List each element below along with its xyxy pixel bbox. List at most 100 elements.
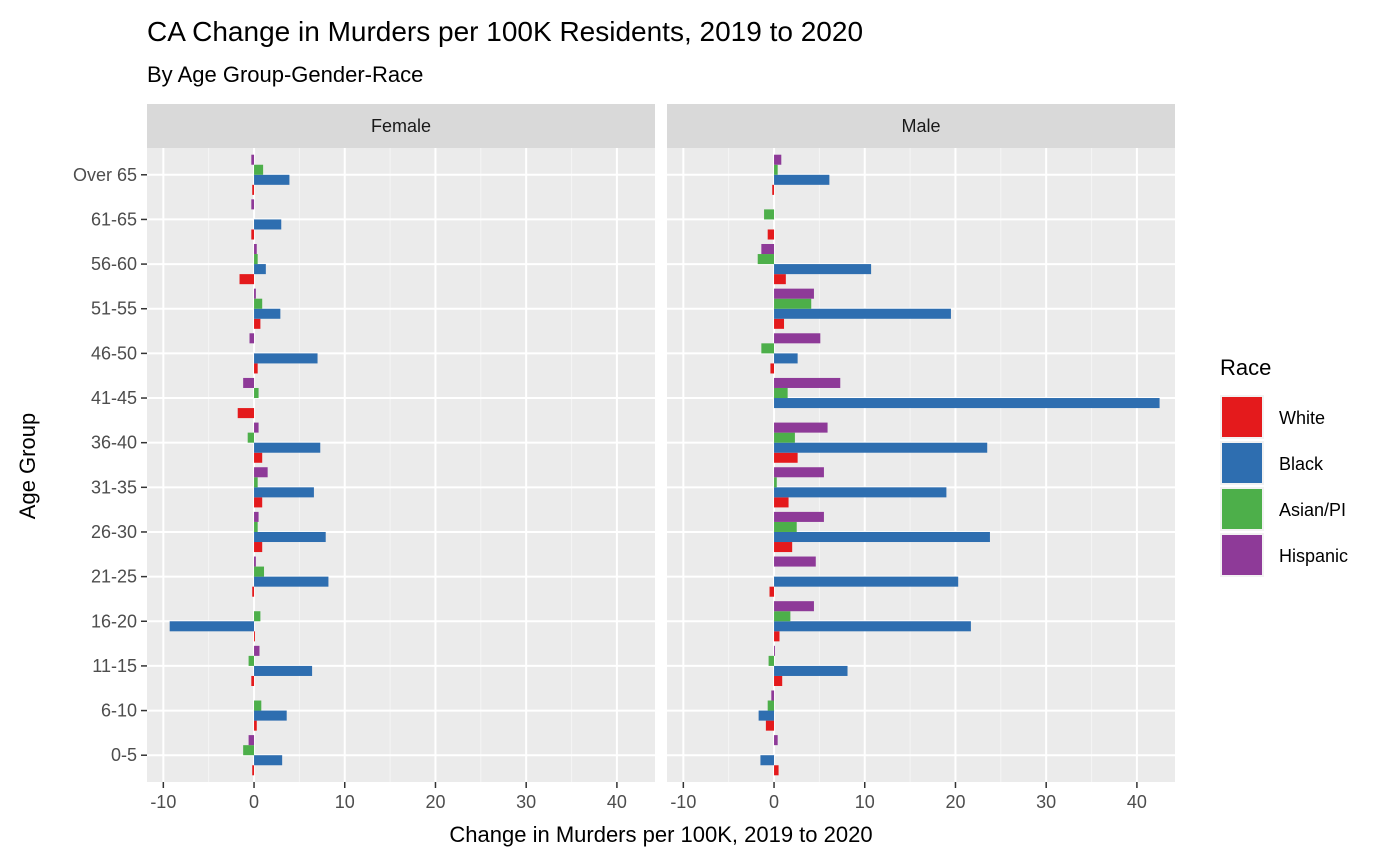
- y-tick-label: 46-50: [91, 343, 137, 363]
- bar-white: [774, 274, 786, 285]
- x-tick-label: -10: [670, 792, 696, 812]
- bar-white: [239, 274, 255, 285]
- bar-asian-pi: [254, 700, 262, 711]
- bar-white: [774, 675, 783, 687]
- bar-black: [774, 264, 872, 275]
- bar-black: [774, 621, 971, 632]
- bar-hispanic: [774, 735, 778, 746]
- y-tick-label: 36-40: [91, 433, 137, 453]
- bar-white: [251, 675, 255, 687]
- chart-title: CA Change in Murders per 100K Residents,…: [147, 16, 863, 47]
- legend-label-asian-pi: Asian/PI: [1279, 500, 1346, 520]
- bar-asian-pi: [774, 521, 797, 532]
- panel-male: Male -10 0 10 20 30 40: [667, 104, 1175, 812]
- bar-hispanic: [771, 690, 775, 701]
- bar-asian-pi: [774, 298, 812, 309]
- bar-white: [774, 542, 793, 553]
- bar-black: [774, 174, 830, 185]
- bar-asian-pi: [768, 655, 775, 666]
- bar-white: [254, 631, 255, 642]
- x-tick-label: 10: [335, 792, 355, 812]
- x-tick-label: 20: [425, 792, 445, 812]
- bar-black: [774, 576, 959, 587]
- legend-label-black: Black: [1279, 454, 1324, 474]
- bar-black: [774, 442, 988, 453]
- bar-hispanic: [774, 645, 775, 656]
- bar-black: [254, 710, 287, 721]
- bar-black: [254, 353, 318, 364]
- bar-black: [254, 576, 329, 587]
- y-tick-label: 11-15: [92, 656, 137, 676]
- legend-swatch-black: [1222, 443, 1262, 483]
- bar-black: [254, 665, 313, 676]
- bar-asian-pi: [774, 611, 791, 622]
- legend-swatch-asian-pi: [1222, 489, 1262, 529]
- y-tick-label: 6-10: [101, 701, 137, 721]
- bar-white: [254, 720, 257, 731]
- bar-hispanic: [248, 735, 255, 746]
- y-tick-label: 56-60: [91, 254, 137, 274]
- bar-black: [774, 487, 947, 498]
- bar-asian-pi: [761, 343, 775, 354]
- bar-hispanic: [254, 288, 256, 299]
- bar-hispanic: [774, 511, 824, 522]
- y-tick-label: 21-25: [91, 567, 137, 587]
- chart-subtitle: By Age Group-Gender-Race: [147, 62, 423, 87]
- bar-asian-pi: [247, 432, 255, 443]
- bar-black: [774, 398, 1160, 409]
- bar-white: [254, 542, 263, 553]
- legend-swatch-white: [1222, 397, 1262, 437]
- bar-asian-pi: [248, 655, 255, 666]
- bar-asian-pi: [254, 611, 261, 622]
- bar-hispanic: [774, 422, 828, 433]
- panel-female: Female -10 0 10 20 30 40 0-5 6-10 11-15 16-20 21-25…: [73, 104, 655, 812]
- bar-hispanic: [774, 467, 824, 478]
- bar-black: [774, 531, 990, 543]
- bar-white: [772, 184, 775, 195]
- bar-asian-pi: [254, 566, 265, 577]
- y-tick-label: 16-20: [91, 611, 137, 631]
- bar-white: [774, 497, 789, 508]
- bar-hispanic: [774, 154, 782, 165]
- bar-asian-pi: [757, 254, 775, 265]
- bar-black: [254, 755, 283, 766]
- x-tick-label: 20: [945, 792, 965, 812]
- y-tick-label: 0-5: [111, 745, 137, 765]
- bar-asian-pi: [243, 745, 255, 756]
- y-tick-label: 41-45: [91, 388, 137, 408]
- bar-black: [254, 487, 314, 498]
- bar-hispanic: [774, 288, 814, 299]
- bar-hispanic: [774, 377, 841, 388]
- bar-hispanic: [254, 243, 257, 255]
- x-tick-label: 40: [607, 792, 627, 812]
- x-tick-label: -10: [150, 792, 176, 812]
- x-tick-label: 0: [769, 792, 779, 812]
- bar-white: [774, 765, 779, 776]
- x-tick-label: 40: [1127, 792, 1147, 812]
- bar-white: [765, 720, 775, 731]
- x-tick-label: 0: [249, 792, 259, 812]
- bar-hispanic: [254, 511, 259, 522]
- strip-male: [667, 104, 1175, 148]
- bar-black: [774, 353, 798, 364]
- bar-white: [254, 318, 261, 329]
- panels: Female -10 0 10 20 30 40 0-5 6-10 11-15 16-20 21-25…: [73, 104, 1175, 812]
- bar-black: [254, 264, 266, 275]
- y-tick-label: 26-30: [91, 522, 137, 542]
- bar-asian-pi: [254, 477, 258, 488]
- y-tick-label: 31-35: [91, 477, 137, 497]
- bar-asian-pi: [254, 521, 258, 532]
- bar-hispanic: [254, 556, 256, 567]
- bar-hispanic: [254, 422, 259, 433]
- bar-white: [251, 229, 255, 240]
- legend-label-hispanic: Hispanic: [1279, 546, 1348, 566]
- bar-asian-pi: [254, 387, 259, 399]
- bar-white: [769, 586, 775, 597]
- bar-white: [254, 497, 263, 508]
- bar-hispanic: [254, 467, 268, 478]
- legend-items: White Black Asian/PI Hispanic: [1220, 395, 1348, 577]
- bar-white: [774, 452, 798, 463]
- bar-white: [774, 631, 780, 642]
- bar-asian-pi: [774, 477, 777, 488]
- strip-label: Male: [901, 116, 940, 136]
